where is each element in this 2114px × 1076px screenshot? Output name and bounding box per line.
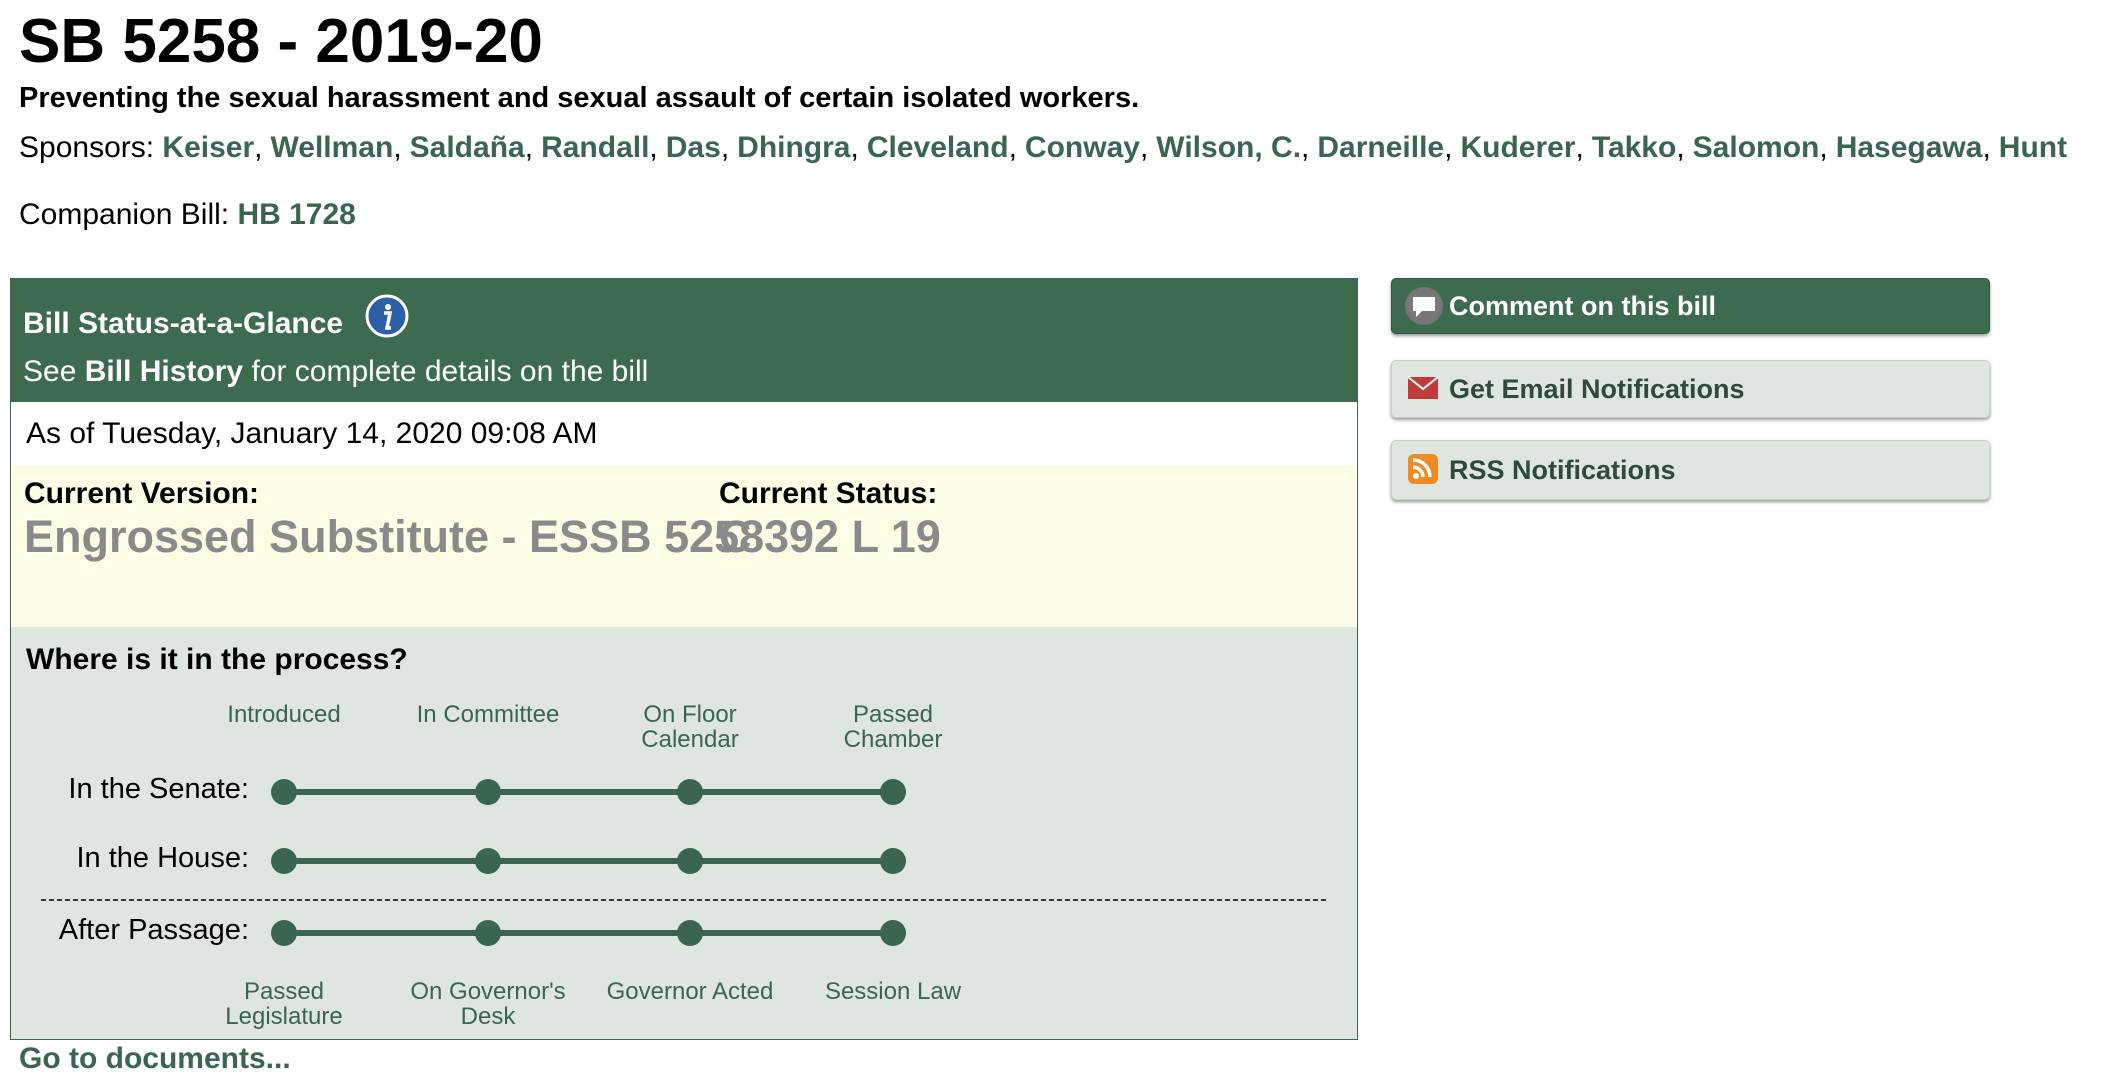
sponsor-link[interactable]: Conway [1025, 131, 1156, 164]
sponsor-list: KeiserWellmanSaldañaRandallDasDhingraCle… [162, 131, 2067, 164]
sponsors: Sponsors: KeiserWellmanSaldañaRandallDas… [19, 131, 2067, 165]
sponsor-link[interactable]: Takko [1592, 131, 1693, 164]
row-label: After Passage: [58, 914, 249, 946]
bill-title: SB 5258 - 2019-20 [19, 7, 543, 76]
action-button[interactable]: Get Email Notifications [1391, 360, 1990, 418]
companion: Companion Bill: HB 1728 [19, 198, 356, 232]
sponsor-link[interactable]: Cleveland [867, 131, 1025, 164]
sponsor-link[interactable]: Das [666, 131, 737, 164]
progress-dot [475, 920, 501, 946]
action-icon [1405, 287, 1443, 325]
process-heading: Where is it in the process? [26, 643, 408, 676]
progress-dot [677, 779, 703, 805]
sponsors-label: Sponsors: [19, 131, 155, 164]
companion-link[interactable]: HB 1728 [237, 198, 356, 231]
version-row: Current Version: Engrossed Substitute - … [11, 465, 1357, 627]
progress-dot [475, 848, 501, 874]
sponsor-link[interactable]: Wilson, C. [1156, 131, 1317, 164]
bill-subtitle: Preventing the sexual harassment and sex… [19, 82, 1140, 114]
history-suffix: for complete details on the bill [251, 355, 649, 388]
action-button[interactable]: Comment on this bill [1391, 278, 1990, 334]
stage-label: Governor Acted [606, 978, 774, 1005]
sponsor-link[interactable]: Kuderer [1460, 131, 1591, 164]
sponsor-link[interactable]: Dhingra [737, 131, 867, 164]
sponsor-link[interactable]: Saldaña [410, 131, 541, 164]
progress-dot [880, 848, 906, 874]
sponsor-link[interactable]: Wellman [271, 131, 410, 164]
stage-label: Passed Legislature [225, 978, 343, 1030]
sponsor-link[interactable]: Keiser [162, 131, 270, 164]
version-label: Current Version: [24, 477, 260, 510]
companion-label: Companion Bill: [19, 198, 230, 231]
status-value: C 392 L 19 [719, 511, 941, 562]
process-graphic [41, 779, 1327, 946]
history-note: See Bill History for complete details on… [23, 355, 648, 389]
sponsor-link[interactable]: Hunt [1998, 131, 2068, 164]
status-header: Bill Status-at-a-Glance See Bill History… [11, 279, 1357, 402]
stage-label: On Governor's Desk [410, 978, 566, 1030]
progress-dot [880, 779, 906, 805]
progress-dot [677, 848, 703, 874]
sponsor-link[interactable]: Hasegawa [1836, 131, 1999, 164]
row-label: In the Senate: [68, 773, 249, 805]
action-icon [1407, 376, 1439, 399]
status-label: Current Status: [719, 477, 938, 510]
action-icon [1408, 454, 1438, 484]
status-heading: Bill Status-at-a-Glance [23, 307, 344, 340]
stage-label: Introduced [227, 701, 341, 728]
progress-dot [880, 920, 906, 946]
progress-dot [271, 920, 297, 946]
action-label: Comment on this bill [1449, 291, 1716, 321]
as-of: As of Tuesday, January 14, 2020 09:08 AM [26, 417, 598, 450]
progress-dot [271, 779, 297, 805]
stage-label: Session Law [824, 978, 962, 1005]
action-label: Get Email Notifications [1449, 374, 1745, 404]
stage-label: In Committee [416, 701, 560, 728]
status-box: Bill Status-at-a-Glance See Bill History… [10, 278, 1358, 1040]
progress-dot [475, 779, 501, 805]
sponsor-link[interactable]: Darneille [1317, 131, 1460, 164]
history-prefix: See [23, 355, 77, 388]
action-label: RSS Notifications [1449, 455, 1676, 485]
history-link[interactable]: Bill History [84, 355, 244, 388]
row-label: In the House: [76, 842, 250, 874]
info-icon[interactable] [365, 294, 409, 338]
progress-dot [677, 920, 703, 946]
sponsor-link[interactable]: Randall [541, 131, 666, 164]
progress-dot [271, 848, 297, 874]
as-of-row: As of Tuesday, January 14, 2020 09:08 AM [11, 402, 1357, 465]
action-button[interactable]: RSS Notifications [1391, 440, 1990, 500]
documents-link[interactable]: Go to documents... [19, 1042, 291, 1075]
stage-label: Passed Chamber [843, 701, 943, 753]
stage-label: On Floor Calendar [641, 701, 739, 753]
sponsor-link[interactable]: Salomon [1693, 131, 1836, 164]
